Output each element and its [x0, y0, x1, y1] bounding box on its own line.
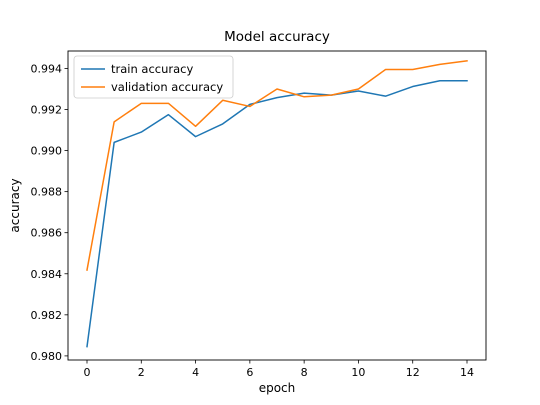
y-tick-label: 0.982 [31, 309, 63, 322]
x-tick-label: 10 [351, 366, 365, 379]
x-tick-label: 8 [301, 366, 308, 379]
y-tick-label: 0.992 [31, 104, 63, 117]
series-layer [86, 60, 468, 348]
legend-entry-label: validation accuracy [111, 80, 223, 94]
y-axis-ticks: 0.980 0.982 0.984 0.986 0.988 0.990 0.992 0.994 [31, 62, 68, 363]
series-line-validation [86, 60, 468, 271]
x-tick-label: 0 [84, 366, 91, 379]
legend: train accuracy validation accuracy [73, 55, 234, 99]
y-tick-label: 0.980 [31, 350, 63, 363]
y-tick-label: 0.994 [31, 62, 63, 75]
chart-title: Model accuracy [224, 29, 330, 45]
y-tick-label: 0.986 [31, 227, 63, 240]
y-tick-label: 0.990 [31, 145, 63, 158]
legend-entry-label: train accuracy [111, 62, 194, 76]
series-line-train [86, 80, 468, 348]
x-tick-label: 2 [138, 366, 145, 379]
x-tick-label: 6 [246, 366, 253, 379]
y-tick-label: 0.984 [31, 268, 63, 281]
x-tick-label: 14 [460, 366, 474, 379]
legend-box [73, 55, 234, 99]
y-tick-label: 0.988 [31, 186, 63, 199]
x-axis-ticks: 0 2 4 6 8 10 12 14 [84, 360, 474, 379]
y-axis-label: accuracy [8, 178, 22, 232]
x-tick-label: 12 [406, 366, 420, 379]
x-tick-label: 4 [192, 366, 199, 379]
plot-frame [67, 50, 487, 361]
x-axis-label: epoch [259, 381, 296, 395]
